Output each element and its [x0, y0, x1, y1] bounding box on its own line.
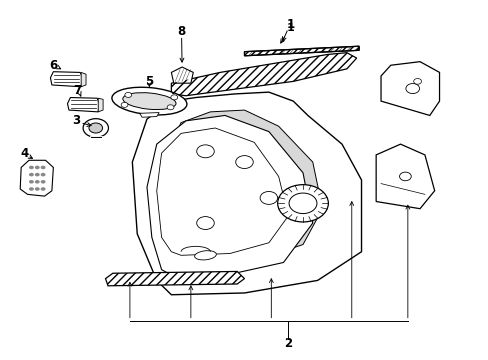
Text: 7: 7 — [74, 84, 81, 97]
Polygon shape — [20, 160, 53, 196]
Polygon shape — [147, 116, 312, 275]
Polygon shape — [132, 92, 361, 295]
Circle shape — [399, 172, 410, 181]
Circle shape — [89, 123, 102, 133]
Ellipse shape — [194, 251, 216, 260]
Text: 4: 4 — [20, 147, 28, 159]
Circle shape — [29, 173, 34, 176]
Text: 8: 8 — [177, 25, 185, 38]
Circle shape — [41, 173, 45, 176]
Text: 3: 3 — [72, 114, 80, 127]
Circle shape — [83, 119, 108, 137]
Circle shape — [170, 95, 177, 100]
Polygon shape — [375, 144, 434, 209]
Circle shape — [167, 105, 174, 110]
Circle shape — [29, 187, 34, 191]
Polygon shape — [171, 53, 356, 96]
Polygon shape — [171, 67, 193, 83]
Ellipse shape — [122, 93, 176, 109]
Circle shape — [35, 166, 40, 169]
Circle shape — [196, 145, 214, 158]
Polygon shape — [98, 98, 103, 112]
Circle shape — [29, 166, 34, 169]
Polygon shape — [140, 113, 159, 117]
Text: 5: 5 — [145, 75, 153, 88]
Polygon shape — [380, 62, 439, 116]
Polygon shape — [161, 110, 322, 266]
Circle shape — [35, 187, 40, 191]
Text: 1: 1 — [286, 18, 294, 31]
Polygon shape — [244, 46, 358, 56]
Circle shape — [288, 193, 316, 213]
Circle shape — [235, 156, 253, 168]
Circle shape — [260, 192, 277, 204]
Circle shape — [413, 78, 421, 84]
Circle shape — [124, 93, 131, 98]
Circle shape — [405, 84, 419, 94]
Circle shape — [121, 102, 128, 107]
Circle shape — [35, 173, 40, 176]
Circle shape — [41, 187, 45, 191]
Polygon shape — [105, 271, 244, 286]
Circle shape — [41, 180, 45, 184]
Ellipse shape — [112, 87, 186, 115]
Circle shape — [277, 185, 328, 222]
Circle shape — [35, 180, 40, 184]
Circle shape — [41, 166, 45, 169]
Text: 6: 6 — [49, 59, 58, 72]
Text: 1: 1 — [286, 23, 294, 33]
Circle shape — [196, 217, 214, 229]
Polygon shape — [81, 72, 86, 87]
Polygon shape — [67, 98, 99, 112]
Circle shape — [29, 180, 34, 184]
Text: 2: 2 — [284, 337, 292, 350]
Polygon shape — [50, 72, 82, 87]
